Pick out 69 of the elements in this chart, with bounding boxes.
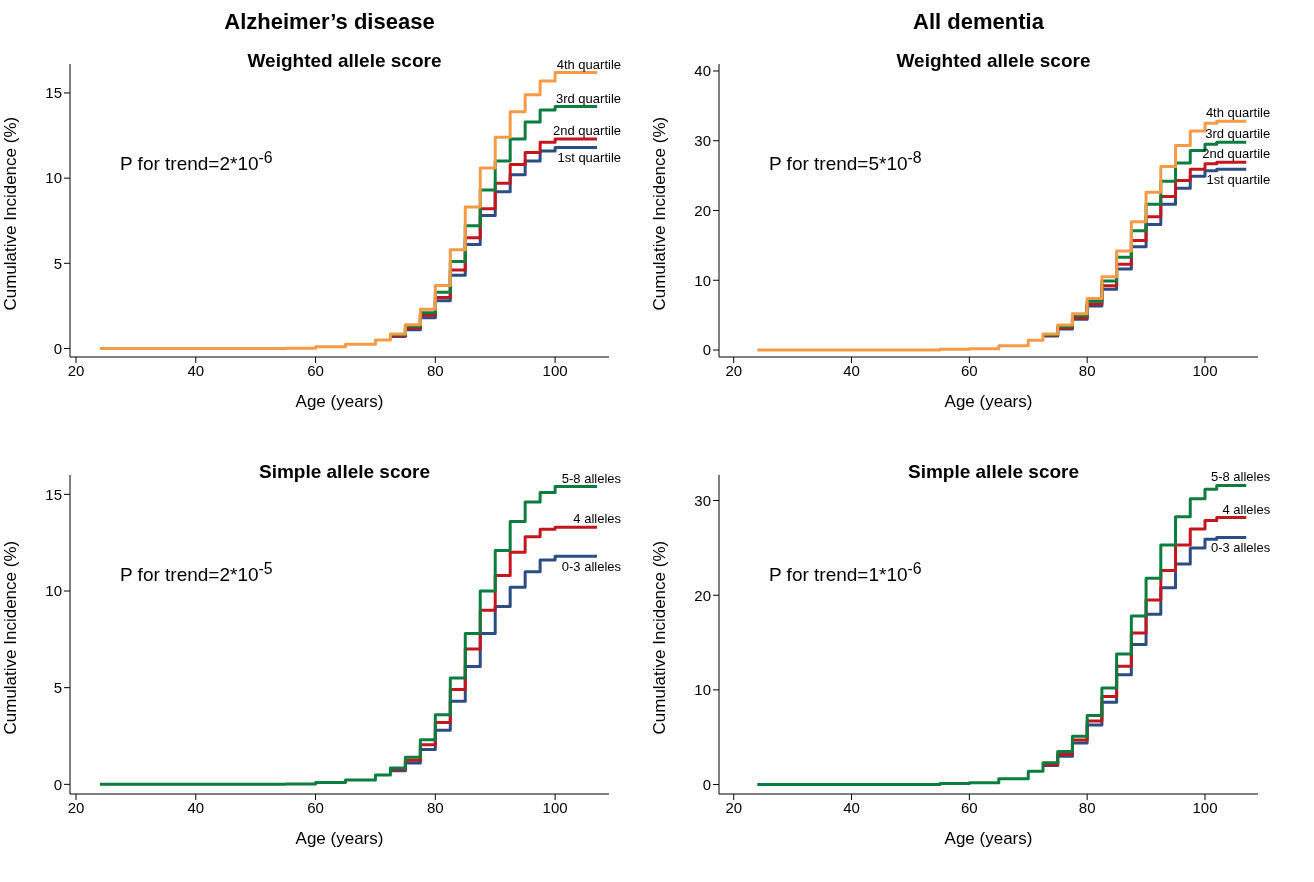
series-label: 1st quartile xyxy=(557,150,622,166)
x-tick-label: 80 xyxy=(1078,798,1096,816)
x-tick-label: 20 xyxy=(725,798,743,816)
y-tick-label: 5 xyxy=(53,678,62,696)
x-tick-label: 100 xyxy=(1192,361,1218,379)
annotation: P for trend=2*10$^{-5}$ xyxy=(120,560,273,587)
x-axis-title: Age (years) xyxy=(295,829,384,848)
y-axis-title: Cumulative Incidence (%) xyxy=(650,116,670,311)
series-label: 5-8 alleles xyxy=(561,470,622,486)
series-label: 0-3 alleles xyxy=(561,559,622,575)
x-axis-title: Age (years) xyxy=(944,392,1033,411)
x-tick-label: 80 xyxy=(1078,361,1096,379)
y-tick-label: 10 xyxy=(45,582,62,600)
y-tick-label: 30 xyxy=(694,132,711,150)
annotation: P for trend=5*10$^{-8}$ xyxy=(769,149,922,176)
x-tick-label: 80 xyxy=(426,798,444,816)
x-tick-label: 60 xyxy=(307,361,324,379)
x-tick-label: 60 xyxy=(961,798,978,816)
y-tick-label: 20 xyxy=(694,586,711,604)
x-tick-label: 100 xyxy=(542,798,568,816)
y-axis-title: Cumulative Incidence (%) xyxy=(1,116,21,311)
series-label: 4 alleles xyxy=(573,511,622,527)
y-tick-label: 15 xyxy=(45,485,62,503)
annotation: P for trend=2*10$^{-6}$ xyxy=(120,149,273,176)
y-tick-label: 20 xyxy=(694,201,711,219)
series-label: 5-8 alleles xyxy=(1210,469,1271,485)
x-tick-label: 20 xyxy=(67,798,85,816)
y-tick-label: 0 xyxy=(702,341,711,359)
series-label: 4th quartile xyxy=(556,56,622,72)
chart-subtitle: Weighted allele score xyxy=(895,50,1092,72)
y-tick-label: 0 xyxy=(53,339,62,357)
series-label: 1st quartile xyxy=(1206,172,1271,188)
chart-title: All dementia xyxy=(912,8,1045,36)
y-tick-label: 10 xyxy=(694,681,711,699)
series-label: 0-3 alleles xyxy=(1210,540,1271,556)
y-tick-label: 0 xyxy=(702,775,711,793)
x-tick-label: 20 xyxy=(67,361,85,379)
y-tick-label: 5 xyxy=(53,254,62,272)
series-label: 4 alleles xyxy=(1222,501,1271,517)
y-axis-title: Cumulative Incidence (%) xyxy=(1,540,21,735)
series-label: 3rd quartile xyxy=(1205,126,1271,142)
x-tick-label: 80 xyxy=(426,361,444,379)
x-axis-title: Age (years) xyxy=(295,392,384,411)
y-tick-label: 0 xyxy=(53,775,62,793)
y-tick-label: 40 xyxy=(694,62,711,80)
x-tick-label: 100 xyxy=(542,361,568,379)
chart-subtitle: Simple allele score xyxy=(907,461,1080,482)
annotation: P for trend=1*10$^{-6}$ xyxy=(769,560,922,587)
x-tick-label: 40 xyxy=(187,798,205,816)
x-tick-label: 60 xyxy=(961,361,978,379)
series-label: 4th quartile xyxy=(1205,105,1271,121)
y-tick-label: 30 xyxy=(694,491,711,509)
series-label: 3rd quartile xyxy=(555,90,622,106)
y-tick-label: 15 xyxy=(45,84,62,102)
series-label: 2nd quartile xyxy=(1202,146,1271,162)
x-axis-title: Age (years) xyxy=(944,829,1033,848)
x-tick-label: 40 xyxy=(843,798,860,816)
chart-subtitle: Simple allele score xyxy=(258,461,431,482)
y-tick-label: 10 xyxy=(694,271,711,289)
x-tick-label: 40 xyxy=(187,361,205,379)
chart-subtitle: Weighted allele score xyxy=(247,50,442,71)
x-tick-label: 20 xyxy=(725,361,743,379)
y-tick-label: 10 xyxy=(45,169,62,187)
x-tick-label: 100 xyxy=(1192,798,1218,816)
series-label: 2nd quartile xyxy=(553,122,622,138)
chart-title: Alzheimer’s disease xyxy=(223,8,436,36)
x-tick-label: 60 xyxy=(307,798,324,816)
x-tick-label: 40 xyxy=(843,361,860,379)
y-axis-title: Cumulative Incidence (%) xyxy=(650,540,670,735)
